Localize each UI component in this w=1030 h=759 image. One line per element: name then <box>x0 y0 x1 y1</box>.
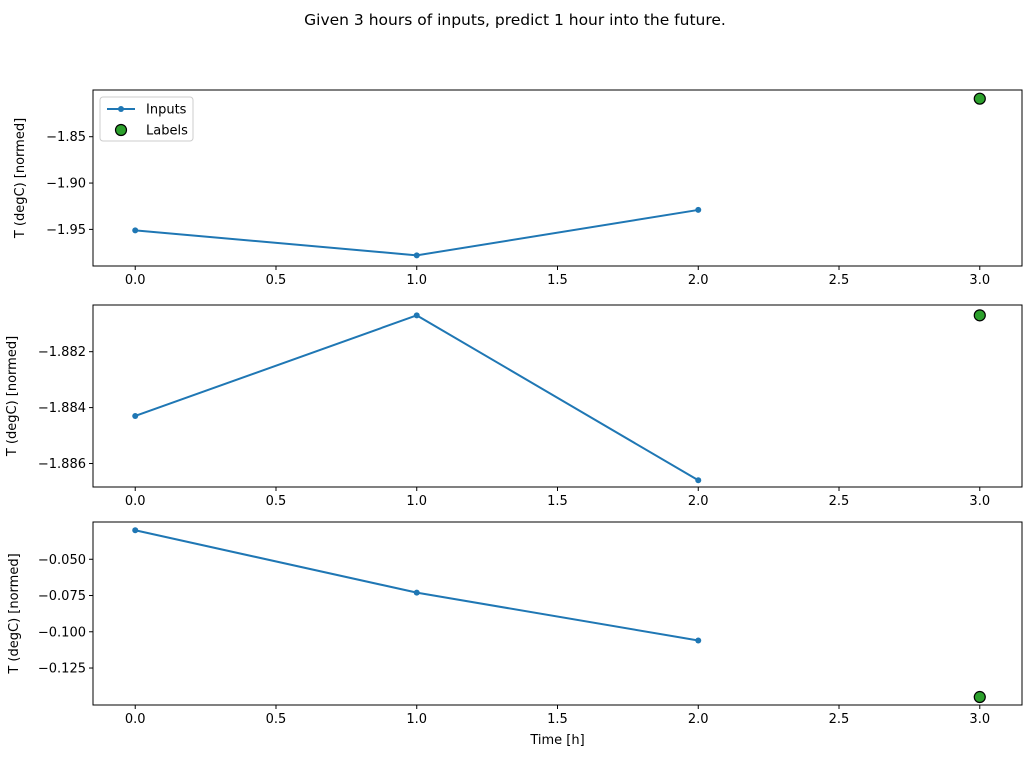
x-tick-label: 1.0 <box>406 494 427 509</box>
label-point-marker <box>973 92 986 105</box>
y-tick-label: −1.90 <box>46 177 86 192</box>
y-tick-label: −0.100 <box>38 625 86 640</box>
y-axis-label: T (degC) [normed] <box>5 336 20 457</box>
input-point-marker <box>695 637 702 644</box>
x-tick-label: 2.5 <box>829 494 850 509</box>
subplot-2: −1.882 −1.884 −1.886 0.0 0.5 1.0 1.5 2.0 2.5 3.0 T… <box>5 304 1023 509</box>
subplot-3: −0.050 −0.075 −0.100 −0.125 0.0 0.5 1.0 1.5 2.0 2… <box>7 521 1023 748</box>
label-point-marker <box>973 690 986 704</box>
x-tick-label: 3.0 <box>969 273 990 288</box>
x-tick-label: 0.0 <box>125 712 146 727</box>
x-tick-label: 2.0 <box>688 712 709 727</box>
y-tick-label: −1.95 <box>46 223 86 238</box>
y-tick-label: −1.886 <box>38 457 86 472</box>
x-tick-label: 0.5 <box>266 273 287 288</box>
x-tick-label: 1.5 <box>547 494 568 509</box>
x-tick-label: 3.0 <box>969 712 990 727</box>
y-tick-label: −1.882 <box>38 345 86 360</box>
legend-labels-label: Labels <box>146 124 188 139</box>
x-tick-label: 0.5 <box>266 494 287 509</box>
y-tick-label: −0.075 <box>38 589 86 604</box>
input-point-marker <box>695 477 702 484</box>
x-tick-label: 1.0 <box>406 273 427 288</box>
legend-inputs-marker-sample <box>118 106 124 112</box>
input-point-marker <box>413 312 420 319</box>
x-axis-label: Time [h] <box>529 733 584 748</box>
input-point-marker <box>132 527 139 534</box>
x-tick-label: 2.0 <box>688 273 709 288</box>
y-tick-label: −0.050 <box>38 553 86 568</box>
x-tick-label: 1.0 <box>406 712 427 727</box>
x-tick-label: 0.5 <box>266 712 287 727</box>
label-point-marker <box>973 309 986 322</box>
figure-title: Given 3 hours of inputs, predict 1 hour … <box>304 11 726 29</box>
input-point-marker <box>413 589 420 596</box>
x-tick-label: 3.0 <box>969 494 990 509</box>
input-point-marker <box>413 252 420 259</box>
axes-panel <box>92 304 1023 488</box>
input-point-marker <box>695 206 702 213</box>
y-tick-label: −0.125 <box>38 662 86 677</box>
y-axis-label: T (degC) [normed] <box>13 118 28 239</box>
x-tick-label: 1.5 <box>547 273 568 288</box>
x-tick-label: 2.5 <box>829 273 850 288</box>
axes-panel <box>92 89 1023 267</box>
subplot-1: −1.85 −1.90 −1.95 0.0 0.5 1.0 1.5 2.0 2.5 3.0 T (d… <box>13 89 1023 288</box>
y-tick-label: −1.85 <box>46 130 86 145</box>
y-tick-label: −1.884 <box>38 401 86 416</box>
y-axis-label: T (degC) [normed] <box>7 553 22 674</box>
x-tick-label: 2.0 <box>688 494 709 509</box>
input-point-marker <box>132 227 139 234</box>
x-tick-label: 0.0 <box>125 273 146 288</box>
axes-panel <box>92 521 1023 706</box>
legend-labels-marker-sample <box>114 123 128 137</box>
x-tick-label: 2.5 <box>829 712 850 727</box>
input-point-marker <box>132 412 139 419</box>
legend-inputs-label: Inputs <box>146 103 187 118</box>
x-tick-label: 0.0 <box>125 494 146 509</box>
legend: Inputs Labels <box>99 96 194 142</box>
x-tick-label: 1.5 <box>547 712 568 727</box>
